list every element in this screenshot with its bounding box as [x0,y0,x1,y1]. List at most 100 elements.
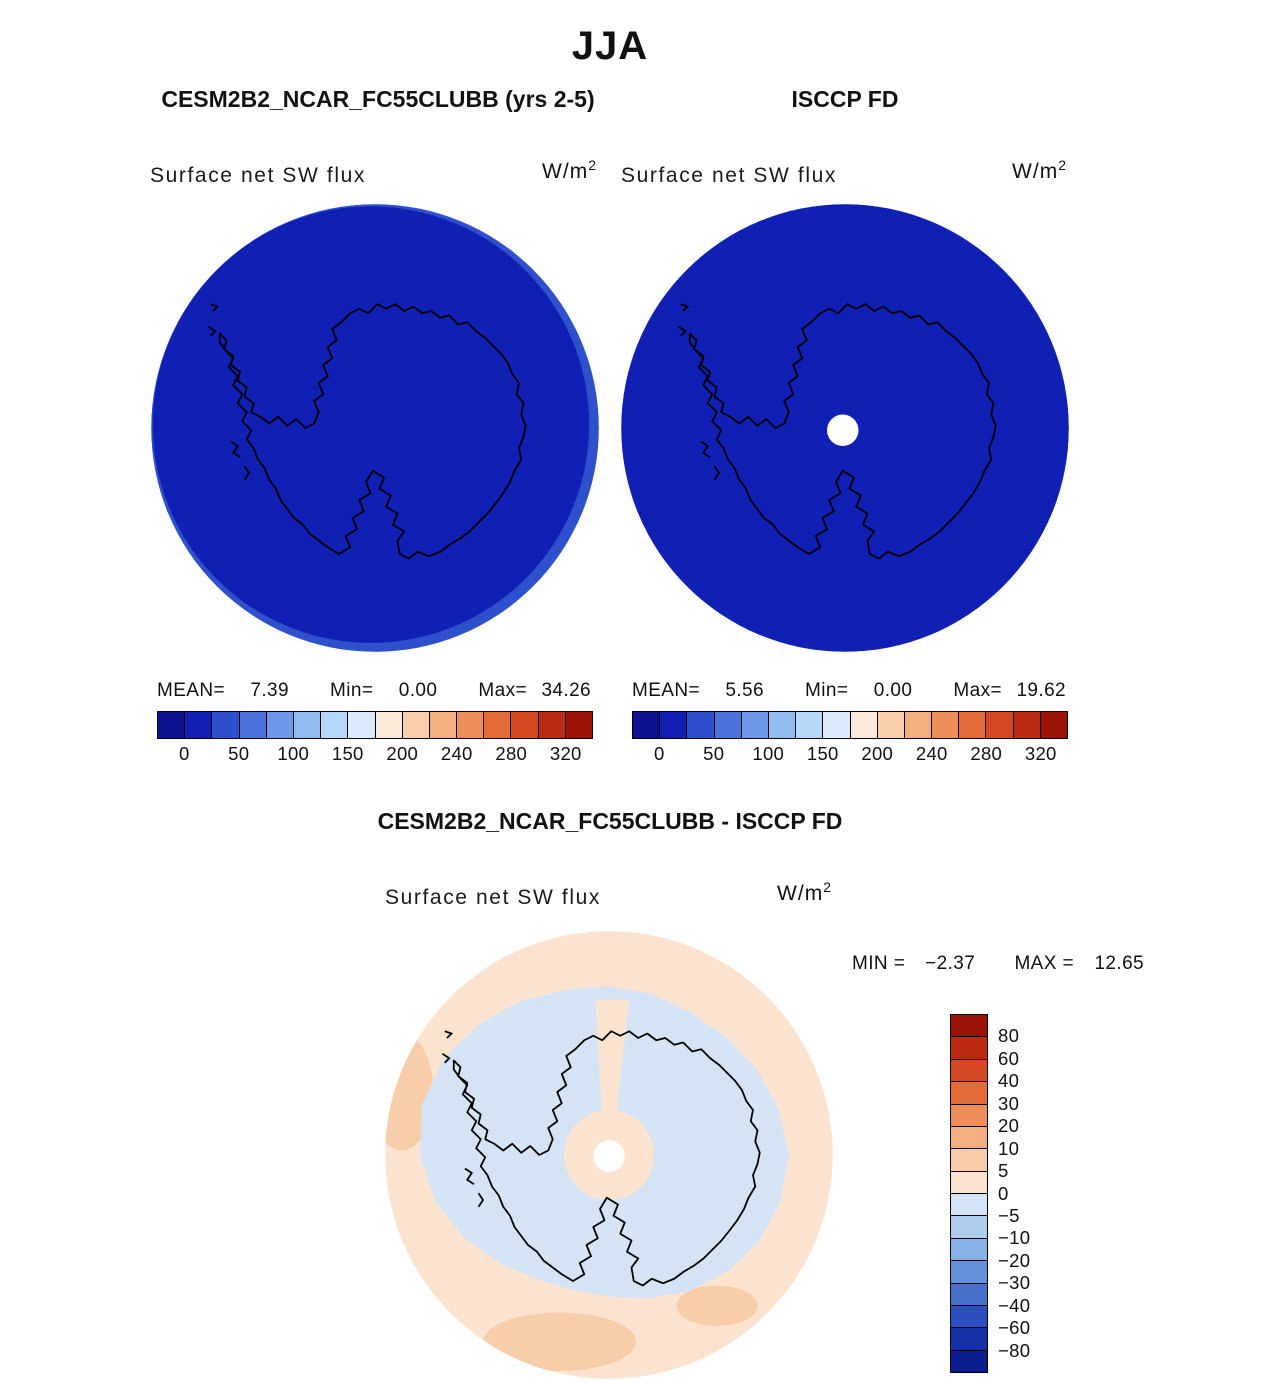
model-polar-map [151,204,599,652]
colorbar-tick-label: 10 [998,1137,1020,1159]
colorbar-tick-label: −20 [998,1249,1031,1271]
colorbar-cell [714,712,742,738]
stat-label: Max= [478,680,527,701]
colorbar-cell [633,712,661,738]
obs-field-label: Surface net SW flux [621,164,837,187]
obs-colorbar: 0 50 100 150 200 240 280 320 [632,711,1068,767]
antarctica-coastline [452,1030,761,1287]
colorbar-tick-label: 150 [331,743,364,764]
figure-title: JJA [571,24,649,68]
colorbar-cell [660,712,688,738]
island-mark [442,1053,451,1064]
colorbar-cell [429,712,458,738]
colorbar-cell [877,712,905,738]
colorbar-cell [951,1238,987,1262]
colorbar-cell [823,712,851,738]
colorbar-tick-label: 0 [178,743,190,764]
colorbar-tick-label: 240 [440,743,473,764]
model-field-label: Surface net SW flux [150,164,366,187]
colorbar-cell [951,1082,987,1105]
colorbar-cell [565,712,592,738]
colorbar-tick-label: −40 [998,1294,1031,1316]
colorbar-ticks: 0 50 100 150 200 240 280 320 [157,743,593,767]
pole-hole [827,414,859,446]
stat-value: 0.00 [873,680,913,701]
colorbar-tick-label: 100 [277,743,310,764]
stat-max: MAX = 12.65 [1014,953,1144,975]
colorbar-cell [402,712,430,738]
colorbar-tick-label: 60 [998,1047,1020,1069]
colorbar-tick-label: 0 [653,743,665,764]
island-mark [444,1030,454,1039]
colorbar-cell [1040,712,1067,738]
diff-polar-map [385,931,833,1379]
colorbar-tick-label: −30 [998,1272,1031,1294]
colorbar-tick-label: 80 [998,1025,1020,1047]
stat-label: Min= [805,680,849,701]
diff-pole-streak [595,999,630,1119]
island-mark [210,303,220,312]
stat-min: MIN = −2.37 [852,953,975,975]
antarctica-coastline [688,303,997,560]
diff-colorbar: 80 60 40 30 20 10 5 0 −5 −10 −20 −30 −40 −60 −80 [950,1014,1070,1373]
units-base: W/m [542,160,589,183]
colorbar-cell [484,712,512,738]
colorbar-tick-label: 5 [998,1160,1009,1182]
diff-warm-patch [676,1285,758,1326]
obs-stats-row: MEAN= 5.56 Min= 0.00 Max= 19.62 [632,680,1066,702]
colorbar-tick-label: 50 [703,743,725,764]
diff-stats-row: MIN = −2.37 MAX = 12.65 [852,953,1144,975]
units-exponent: 2 [588,157,597,173]
colorbar-cell [457,712,485,738]
colorbar-cell [951,1104,987,1127]
stat-max: Max= 19.62 [953,680,1066,702]
stat-min: Min= 0.00 [330,680,437,702]
colorbar-cell [850,712,878,738]
colorbar-cell [951,1216,987,1239]
colorbar-tick-label: 320 [549,743,582,764]
colorbar-ticks: 0 50 100 150 200 240 280 320 [632,743,1068,767]
colorbar-cell [1013,712,1041,738]
model-stats-row: MEAN= 7.39 Min= 0.00 Max= 34.26 [157,680,591,702]
island-mark [713,465,721,481]
colorbar-cells [157,711,593,739]
stat-mean: MEAN= 5.56 [632,680,764,702]
antarctica-coastline [218,303,527,560]
colorbar-cell [796,712,824,738]
diff-warm-patch [483,1312,636,1371]
colorbar-tick-label: 40 [998,1070,1020,1092]
obs-panel-header: ISCCP FD [791,86,899,112]
colorbar-cell [951,1037,987,1060]
colorbar-cell [687,712,715,738]
stat-value: 19.62 [1016,680,1066,701]
colorbar-tick-label: 150 [806,743,839,764]
colorbar-cell [951,1350,987,1372]
colorbar-cell [321,712,349,738]
colorbar-cell [986,712,1014,738]
stat-label: MIN = [852,953,906,974]
colorbar-cell [538,712,566,738]
stat-value: 5.56 [725,680,764,701]
colorbar-cell [951,1126,987,1150]
island-mark [477,1192,485,1208]
colorbar-tick-label: 100 [752,743,785,764]
island-mark [700,440,711,458]
island-mark [208,326,217,337]
colorbar-cell [904,712,933,738]
colorbar-cell [951,1328,987,1351]
colorbar-tick-label: −10 [998,1227,1031,1249]
colorbar-cell [511,712,539,738]
obs-units-label: W/m2 [920,157,1067,184]
stat-label: MEAN= [157,680,225,701]
stat-max: Max= 34.26 [478,680,591,702]
colorbar-cell [185,712,213,738]
colorbar-cell [951,1059,987,1083]
colorbar-cell [959,712,987,738]
colorbar-tick-label: 50 [228,743,250,764]
colorbar-cell [951,1149,987,1172]
colorbar-tick-label: −5 [998,1204,1020,1226]
colorbar-cell [348,712,376,738]
stat-value: 7.39 [250,680,289,701]
stat-min: Min= 0.00 [805,680,912,702]
